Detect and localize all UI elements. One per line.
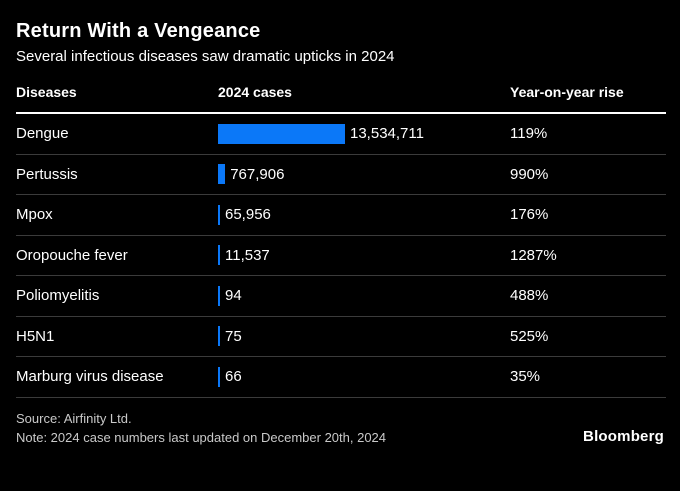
disease-table: Diseases 2024 cases Year-on-year rise De… (16, 67, 666, 398)
table-row: Pertussis 767,906 990% (16, 155, 666, 195)
table-header-row: Diseases 2024 cases Year-on-year rise (16, 67, 666, 114)
column-header-yoy-rise: Year-on-year rise (510, 84, 624, 100)
disease-label: Poliomyelitis (16, 287, 100, 305)
cases-cell: 75 (218, 326, 510, 347)
table-row: Marburg virus disease 66 35% (16, 357, 666, 398)
disease-label: Oropouche fever (16, 246, 128, 264)
case-count-bar (218, 285, 220, 306)
case-count-value: 65,956 (225, 206, 271, 224)
case-count-value: 75 (225, 327, 242, 345)
cases-cell: 11,537 (218, 245, 510, 266)
case-count-bar (218, 123, 345, 144)
yoy-rise-value: 35% (510, 368, 541, 386)
cases-cell: 66 (218, 366, 510, 387)
case-count-value: 767,906 (230, 165, 285, 183)
table-row: Poliomyelitis 94 488% (16, 276, 666, 317)
disease-label: Pertussis (16, 165, 78, 183)
yoy-rise-value: 176% (510, 206, 549, 224)
table-row: Oropouche fever 11,537 1287% (16, 236, 666, 276)
case-count-value: 94 (225, 287, 242, 305)
disease-label: Marburg virus disease (16, 368, 164, 386)
case-count-bar (218, 204, 220, 225)
yoy-rise-value: 488% (510, 287, 549, 305)
case-count-bar (218, 164, 226, 185)
table-row: H5N1 75 525% (16, 317, 666, 357)
page-title: Return With a Vengeance (16, 20, 261, 42)
chart-footer: Source: Airfinity Ltd. Note: 2024 case n… (16, 409, 664, 447)
case-count-bar (218, 366, 220, 387)
table-row: Mpox 65,956 176% (16, 195, 666, 236)
cases-cell: 13,534,711 (218, 123, 510, 144)
yoy-rise-value: 525% (510, 327, 549, 345)
cases-cell: 65,956 (218, 204, 510, 225)
disease-label: Dengue (16, 125, 69, 143)
column-header-diseases: Diseases (16, 84, 77, 100)
table-row: Dengue 13,534,711 119% (16, 114, 666, 155)
disease-label: H5N1 (16, 327, 55, 345)
yoy-rise-value: 1287% (510, 246, 557, 264)
case-count-bar (218, 326, 220, 347)
table-body: Dengue 13,534,711 119% Pertussis 767,906… (16, 114, 666, 398)
yoy-rise-value: 119% (510, 125, 548, 143)
case-count-value: 11,537 (225, 246, 270, 264)
cases-cell: 767,906 (218, 164, 510, 185)
note-line: Note: 2024 case numbers last updated on … (16, 429, 387, 445)
case-count-bar (218, 245, 220, 266)
column-header-2024-cases: 2024 cases (218, 84, 292, 100)
source-line: Source: Airfinity Ltd. (16, 410, 132, 426)
bloomberg-logo: Bloomberg (583, 427, 664, 445)
disease-label: Mpox (16, 206, 53, 224)
chart-subtitle: Several infectious diseases saw dramatic… (16, 48, 395, 65)
case-count-value: 13,534,711 (350, 125, 424, 143)
cases-cell: 94 (218, 285, 510, 306)
yoy-rise-value: 990% (510, 165, 549, 183)
case-count-value: 66 (225, 368, 242, 386)
